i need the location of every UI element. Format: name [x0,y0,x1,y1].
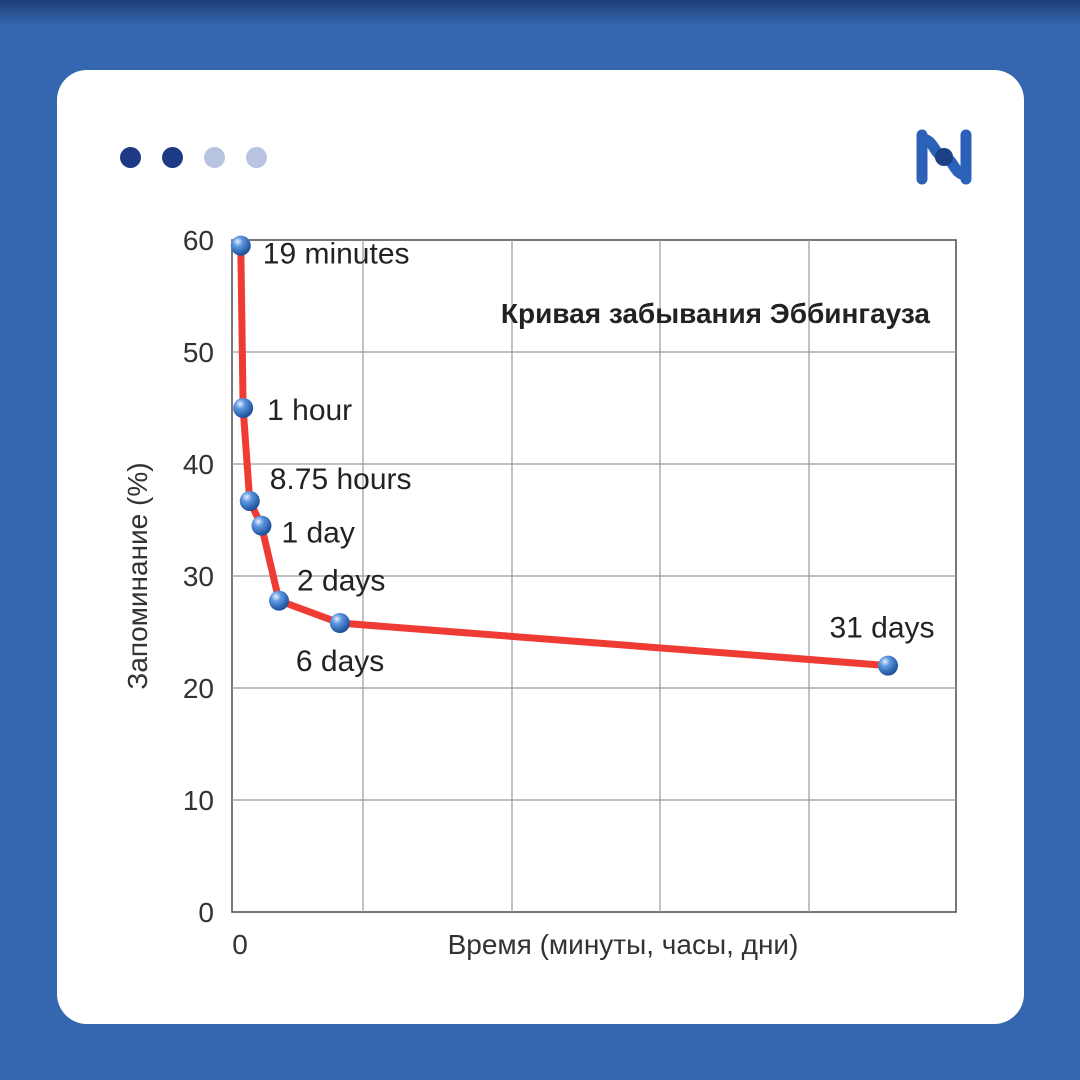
pager-dot[interactable] [204,147,225,168]
point-label: 1 day [281,517,354,550]
point-label: 8.75 hours [270,463,412,496]
data-point [251,515,272,536]
top-shade [0,0,1080,26]
chart-title: Кривая забывания Эббингауза [501,298,931,329]
point-label: 6 days [296,645,384,678]
x-tick-label: 0 [232,929,248,960]
point-label: 2 days [297,565,385,598]
data-point [878,655,898,676]
y-tick-label: 50 [183,337,214,368]
y-tick-label: 40 [183,449,214,480]
pager-dots [120,147,267,168]
point-label: 19 minutes [263,238,410,271]
pager-dot[interactable] [246,147,267,168]
data-point [329,613,350,634]
pager-dot[interactable] [120,147,141,168]
data-point [230,235,251,256]
data-point [233,398,254,418]
point-label: 31 days [829,612,934,645]
pager-dot[interactable] [162,147,183,168]
x-axis-label: Время (минуты, часы, дни) [448,929,799,960]
y-tick-label: 20 [183,673,214,704]
y-tick-label: 0 [198,897,214,928]
data-point [239,490,260,511]
y-axis-label: Запоминание (%) [122,462,153,689]
y-tick-label: 60 [183,225,214,256]
y-tick-label: 10 [183,785,214,816]
point-label: 1 hour [267,394,352,427]
data-point [269,590,289,611]
y-tick-label: 30 [183,561,214,592]
content-card [57,70,1024,1024]
brand-h-icon [916,129,972,185]
